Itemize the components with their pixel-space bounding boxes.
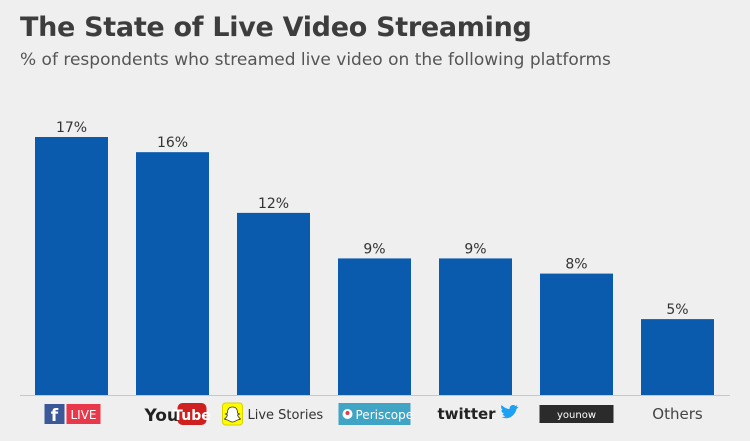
bar-3: [237, 212, 310, 395]
bar-2: [136, 152, 209, 395]
category-label-5: twitter: [438, 405, 497, 423]
value-label-1: 17%: [56, 120, 87, 136]
category-label-snapchat: Live Stories: [222, 402, 324, 426]
periscope-badge: [338, 403, 411, 425]
value-label-4: 9%: [363, 241, 385, 257]
category-label-4: Periscope: [356, 408, 414, 422]
facebook-icon: [44, 404, 65, 424]
live-badge: [66, 404, 101, 424]
value-label-3: 12%: [258, 196, 289, 212]
periscope-dot: [345, 411, 350, 415]
chart-title: The State of Live Video Streaming: [20, 12, 532, 43]
bar-5: [439, 258, 512, 395]
facebook-f-glyph: f: [51, 406, 59, 426]
twitter-bird-icon: [501, 405, 519, 419]
bar-4: [338, 258, 411, 395]
bar-1: [35, 137, 108, 395]
snapchat-ghost-glyph: [223, 406, 242, 423]
youtube-icon: [177, 403, 207, 425]
category-label-2: You: [144, 406, 180, 426]
category-label-6: younow: [557, 410, 596, 421]
bar-6: [540, 273, 613, 395]
value-label-7: 5%: [666, 302, 688, 318]
value-label-5: 9%: [464, 241, 486, 257]
chart-subtitle: % of respondents who streamed live video…: [20, 50, 611, 70]
category-label-facebook-live: f LIVE: [44, 404, 101, 426]
category-label-1: LIVE: [70, 408, 96, 422]
value-labels-group: 17% 16% 12% 9% 9% 8% 5%: [56, 120, 689, 318]
youtube-tube-text: Tube: [173, 408, 211, 424]
category-label-periscope: Periscope: [338, 403, 414, 425]
value-label-6: 8%: [565, 257, 587, 273]
younow-badge: [539, 405, 614, 423]
bars-group: [35, 137, 714, 395]
category-label-younow: younow: [539, 405, 614, 423]
value-label-2: 16%: [157, 135, 188, 151]
category-label-3: Live Stories: [248, 408, 324, 423]
bar-7: [641, 319, 714, 395]
category-label-7: Others: [652, 405, 703, 423]
category-label-twitter: twitter: [438, 405, 519, 423]
